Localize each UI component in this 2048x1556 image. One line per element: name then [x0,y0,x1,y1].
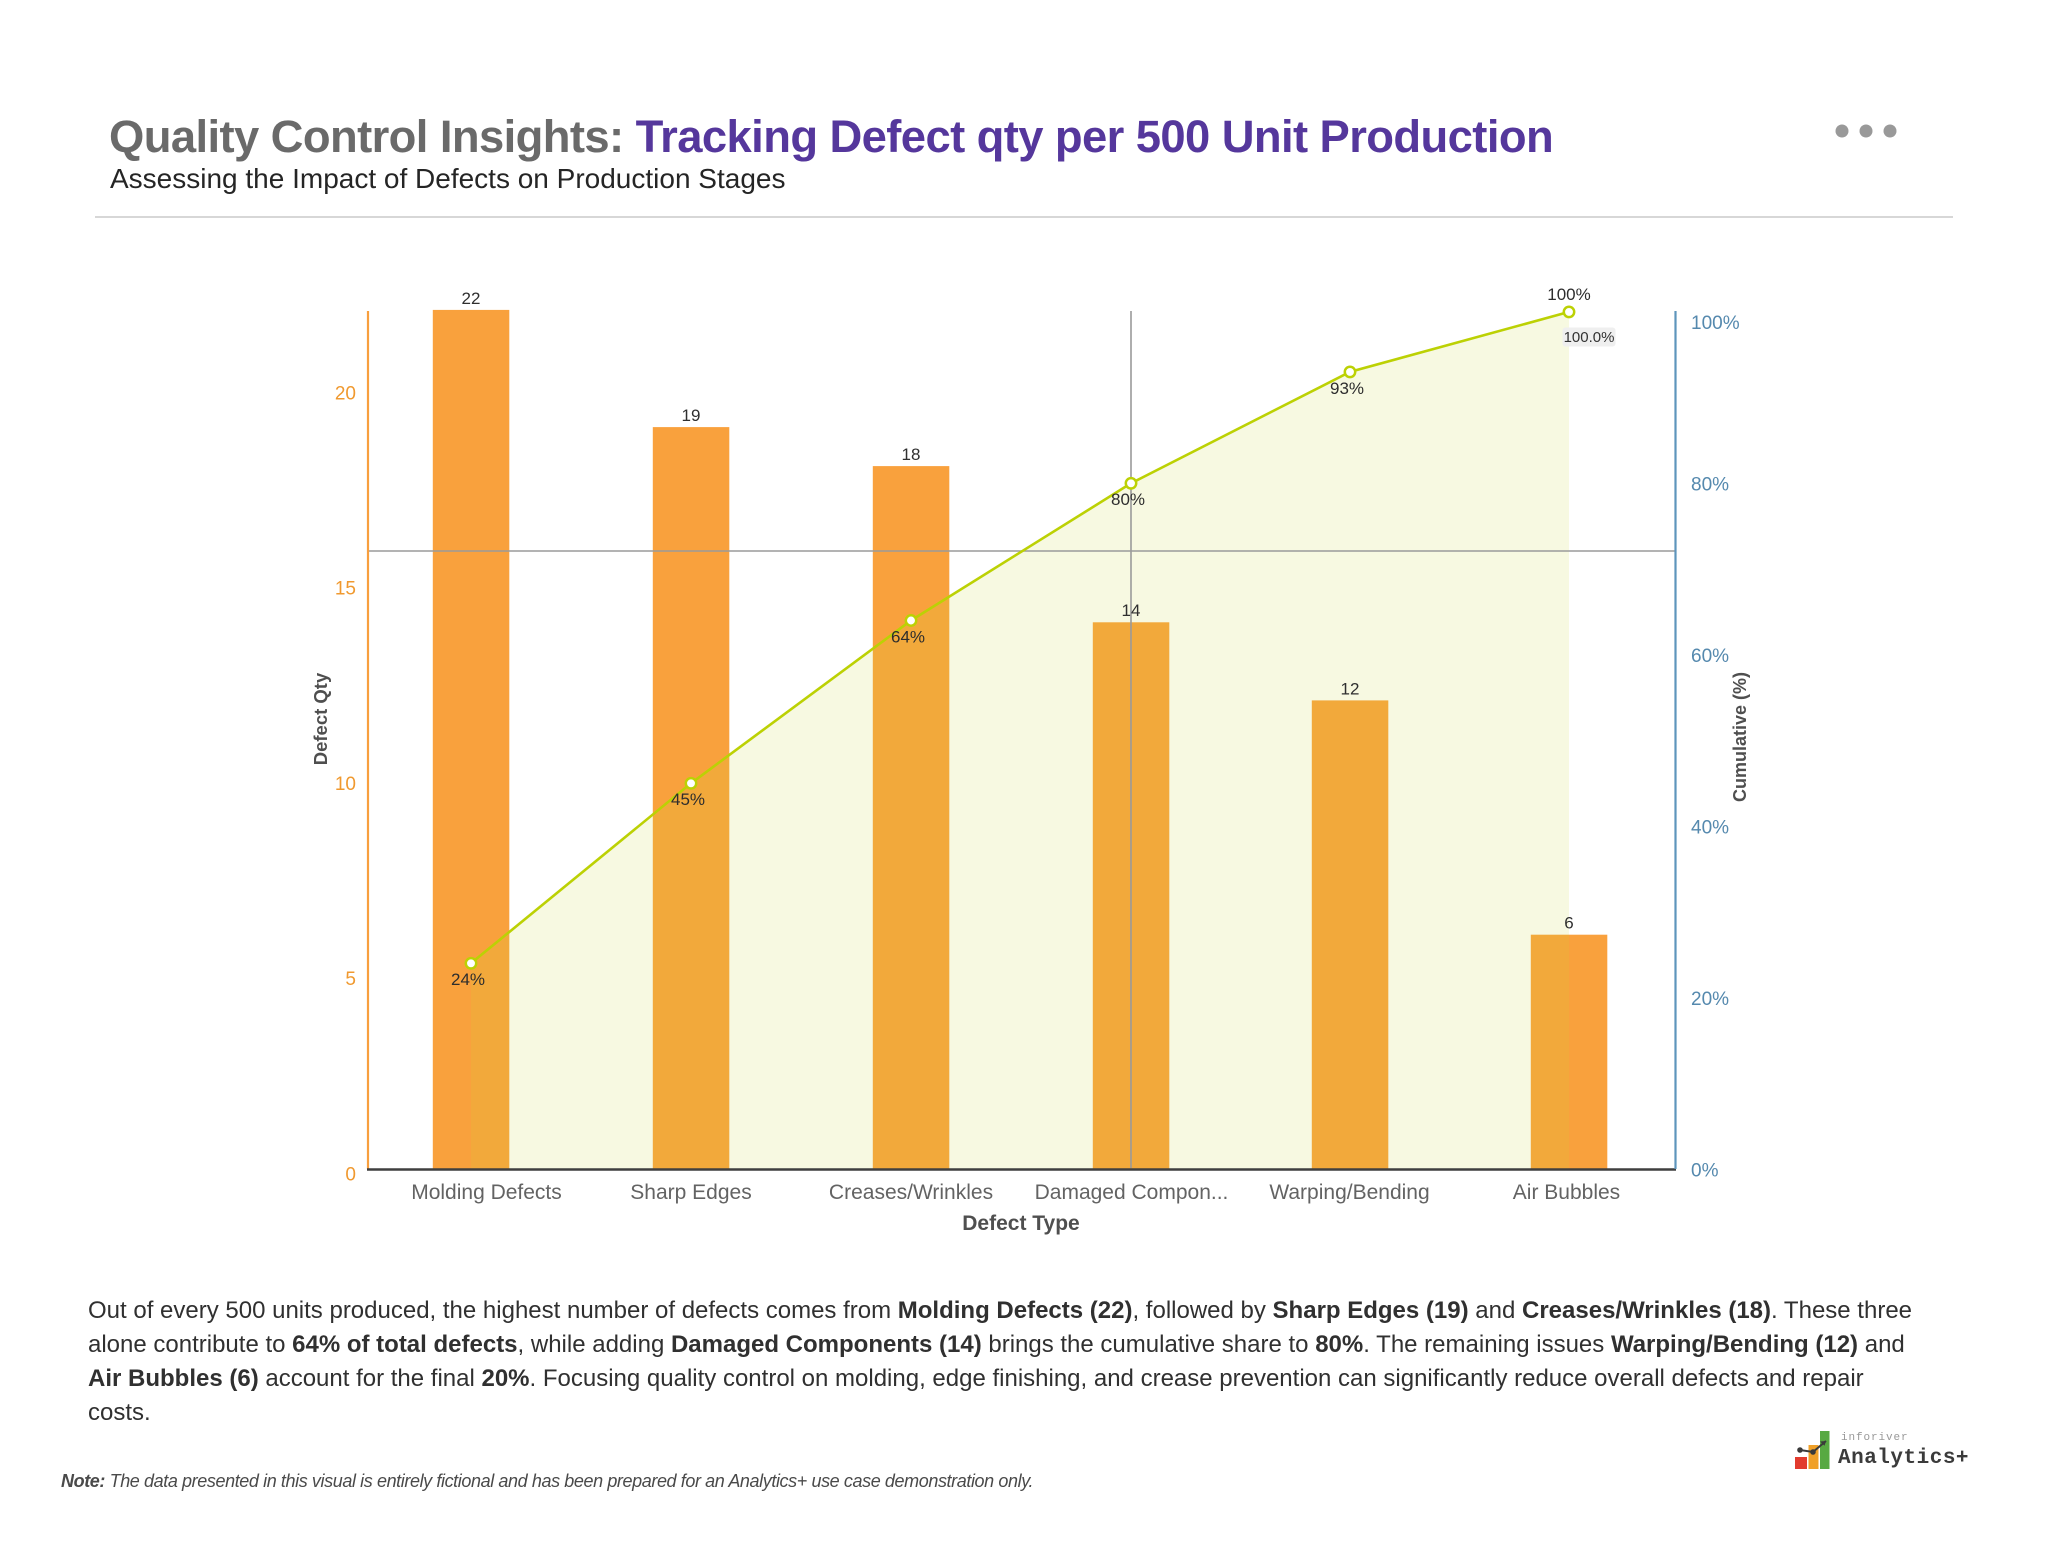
svg-text:80%: 80% [1111,490,1145,509]
svg-text:5: 5 [345,969,356,990]
svg-text:100%: 100% [1691,313,1740,334]
svg-text:Cumulative (%): Cumulative (%) [1730,672,1750,802]
svg-text:24%: 24% [451,970,485,989]
svg-text:Defect Qty: Defect Qty [310,672,331,765]
svg-text:12: 12 [1341,679,1360,698]
svg-text:Damaged Compon...: Damaged Compon... [1035,1181,1229,1204]
svg-text:100%: 100% [1547,285,1590,304]
svg-text:19: 19 [682,406,701,425]
svg-text:20%: 20% [1691,989,1729,1010]
svg-text:60%: 60% [1691,646,1729,667]
svg-text:100.0%: 100.0% [1564,329,1615,346]
svg-text:Air Bubbles: Air Bubbles [1513,1181,1620,1204]
svg-text:Creases/Wrinkles: Creases/Wrinkles [829,1181,993,1204]
svg-text:Warping/Bending: Warping/Bending [1269,1181,1429,1204]
svg-text:6: 6 [1564,914,1573,933]
svg-text:22: 22 [462,289,481,308]
svg-text:20: 20 [335,383,356,404]
svg-text:40%: 40% [1691,818,1729,839]
svg-text:64%: 64% [891,627,925,646]
svg-text:14: 14 [1122,601,1141,620]
svg-text:18: 18 [902,445,921,464]
svg-text:93%: 93% [1330,379,1364,398]
svg-text:Molding Defects: Molding Defects [411,1181,562,1204]
svg-text:15: 15 [335,579,356,600]
svg-text:10: 10 [335,774,356,795]
svg-text:0: 0 [345,1164,356,1185]
svg-text:80%: 80% [1691,475,1729,496]
svg-text:Defect Type: Defect Type [962,1212,1079,1235]
svg-text:0%: 0% [1691,1160,1719,1181]
svg-text:45%: 45% [671,790,705,809]
svg-text:Sharp Edges: Sharp Edges [630,1181,751,1204]
